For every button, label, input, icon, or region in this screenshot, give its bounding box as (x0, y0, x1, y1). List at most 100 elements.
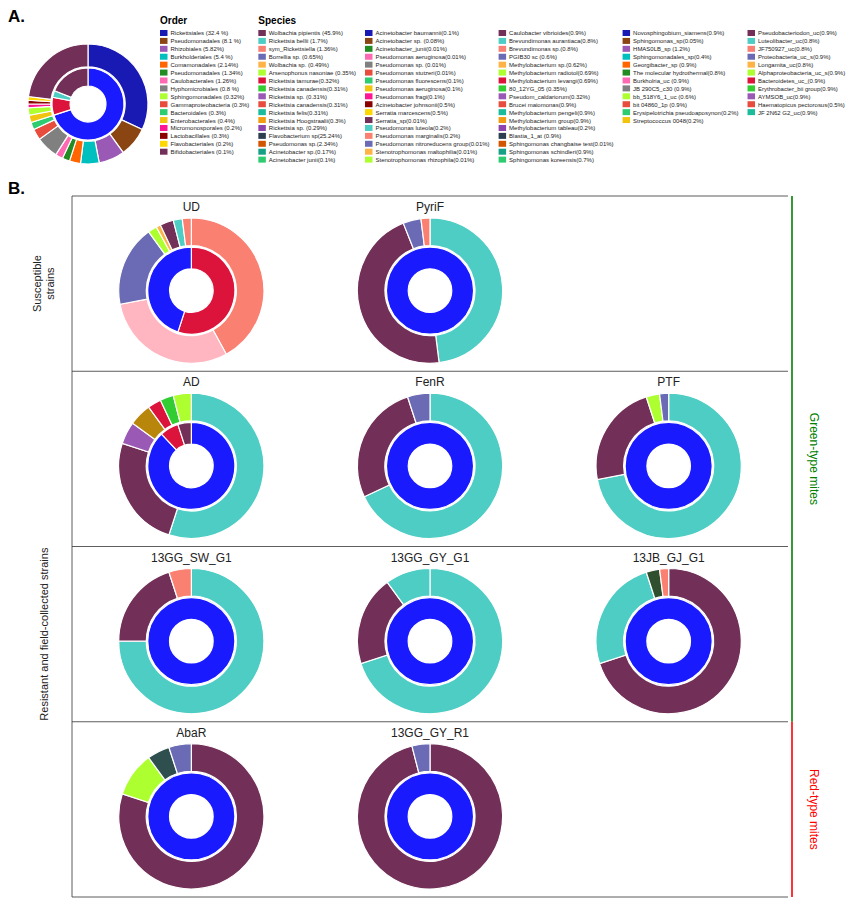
legend-swatch (160, 46, 167, 52)
slice (660, 393, 669, 421)
slice (357, 744, 502, 889)
legend-label: Sphingomonas_sp(0.05%) (633, 38, 704, 44)
chart-title: UD (183, 200, 201, 214)
legend-swatch (160, 30, 167, 36)
legend-swatch (623, 30, 630, 36)
legend-swatch (365, 85, 372, 91)
group-line (791, 722, 793, 897)
legend-swatch (623, 46, 630, 52)
slice (386, 773, 473, 860)
donut (119, 744, 264, 889)
legend-swatch (365, 149, 372, 155)
slice (386, 598, 473, 685)
slice (169, 744, 191, 774)
legend-swatch (499, 30, 506, 36)
chart-title: 13GG_GY_G1 (391, 551, 470, 565)
legend-swatch (365, 54, 372, 60)
legend-swatch (748, 70, 755, 76)
legend-swatch (499, 109, 506, 115)
legend-label: Brucei maiomonas(0.9%) (509, 102, 576, 108)
legend-swatch (499, 46, 506, 52)
divider (72, 196, 788, 197)
legend-swatch (365, 157, 372, 163)
legend-swatch (499, 125, 506, 131)
legend-swatch (258, 77, 265, 83)
legend-label: Georgibacter_sp (0.9%) (633, 62, 697, 68)
legend-label: Rhizobiales (5.82%) (170, 46, 224, 52)
slice (148, 773, 235, 860)
donut (357, 218, 502, 363)
slice (182, 218, 191, 246)
legend-label: Sphingomonadales_sp(0.4%) (633, 54, 712, 60)
legend-swatch (748, 54, 755, 60)
legend-label: Micromonosporales (0.2%) (170, 125, 242, 131)
legend-label: Pseudomonas sp.(2.34%) (269, 141, 338, 147)
donut (357, 393, 502, 538)
legend-swatch (499, 85, 506, 91)
group-label: Susceptiblestrains (31, 255, 56, 312)
legend-swatch (365, 141, 372, 147)
legend-swatch (160, 77, 167, 83)
legend-label: Blastia_1_at (0.9%) (509, 133, 561, 139)
legend-swatch (365, 109, 372, 115)
divider (72, 196, 73, 897)
legend-label: Bifidobacteriales (0.1%) (170, 149, 233, 155)
legend-label: Methylobacterium pengeli(0.9%) (509, 110, 595, 116)
legend-swatch (258, 85, 265, 91)
legend-label: Brevundimonas sp.(0.8%) (509, 46, 578, 52)
chart-title: AbaR (176, 726, 206, 740)
chart-title: PTF (657, 375, 680, 389)
legend-label: Methylobacterium radiotol(0.69%) (509, 70, 598, 76)
legend-label: Burkholderiales (5.4 %) (170, 54, 232, 60)
legend-label: Methylobacterium tableau(0.2%) (509, 125, 595, 131)
chart-title: 13JB_GJ_G1 (633, 551, 705, 565)
legend-swatch (748, 101, 755, 107)
slice (625, 598, 712, 685)
legend-label: Pseudomonas fluorescens(0.1%) (375, 78, 463, 84)
legend-label: Longamita_uc(0.8%) (758, 62, 813, 68)
legend-swatch (258, 46, 265, 52)
legend-swatch (623, 85, 630, 91)
legend-label: Methylobacterium group(0.9%) (509, 118, 591, 124)
panel-label: A. (8, 7, 25, 26)
legend-swatch (365, 125, 372, 131)
legend-title: Species (258, 15, 296, 26)
legend-swatch (748, 38, 755, 44)
legend-swatch (160, 101, 167, 107)
legend-label: Acinetobacter baumannii(0.1%) (375, 30, 459, 36)
legend-swatch (258, 54, 265, 60)
legend-swatch (258, 117, 265, 123)
legend-label: Wolbachia pipientis (45.9%) (269, 30, 343, 36)
legend-label: Streptococcus 0048(0.2%) (633, 118, 704, 124)
legend: Pseudobacteriodon_uc(0.9%)Luteolibacter_… (748, 30, 846, 116)
legend-label: Erythrobacter_bii group(0.9%) (758, 86, 838, 92)
legend-swatch (623, 101, 630, 107)
legend-label: Pseudom_caldariorum(0.32%) (509, 94, 590, 100)
donut (596, 393, 741, 538)
divider (72, 546, 788, 547)
legend-label: bb_518Y6_1_uc (0.6%) (633, 94, 696, 100)
group-label: Resistant and field-collected strains (38, 547, 50, 721)
legend-label: Pseudomonas nitroreducens group(0.01%) (375, 141, 489, 147)
legend-swatch (499, 54, 506, 60)
legend-label: JF 2N62 G2_uc(0.9%) (758, 110, 818, 116)
legend-label: HMAS0LB_sp (1.2%) (633, 46, 690, 52)
legend-label: Comamonadales (2.14%) (170, 62, 238, 68)
legends: OrderRickettsiales (32.4 %)Pseudomonadal… (160, 15, 845, 163)
legend-label: Borrellia sp. (0.65%) (269, 54, 323, 60)
legend-swatch (365, 77, 372, 83)
legend-swatch (365, 62, 372, 68)
legend-label: Arsenophonus nasoniae (0.35%) (269, 70, 356, 76)
slice (119, 569, 264, 714)
legend-swatch (623, 77, 630, 83)
legend-label: Rickettsia tamurae(0.32%) (269, 78, 340, 84)
slice (148, 247, 192, 332)
legend-label: Caulobacterales (1.26%) (170, 78, 236, 84)
legend-label: Pseudomonas luteola(0.2%) (375, 125, 450, 131)
legend-label: Pseudobacteriodon_uc(0.9%) (758, 30, 837, 36)
legend-label: AYMSOB_uc(0.9%) (758, 94, 810, 100)
legend-label: bit 04860_1p (0.9%) (633, 102, 687, 108)
legend-label: Pseudomonas fragi(0.1%) (375, 94, 444, 100)
legend-label: Pseudomonas aeruginosa(0.1%) (375, 86, 462, 92)
legend-swatch (365, 46, 372, 52)
